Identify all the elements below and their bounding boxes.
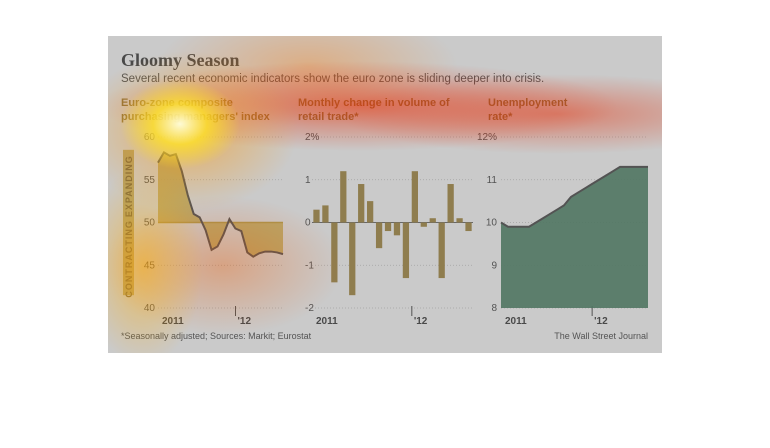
retail-bar <box>402 222 410 279</box>
retail-ytick-label: 2% <box>305 132 320 143</box>
unemp-ytick-label: 9 <box>491 260 497 271</box>
footnote: *Seasonally adjusted; Sources: Markit; E… <box>121 331 312 341</box>
unemp-xtick-label: '12 <box>594 316 608 327</box>
retail-xtick-label: 2011 <box>316 316 338 327</box>
retail-bar <box>349 222 356 296</box>
retail-bar <box>411 171 418 223</box>
unemp-ytick-label: 8 <box>491 303 497 314</box>
pmi-ytick-label: 40 <box>144 303 156 314</box>
unemp-ytick-label: 10 <box>486 218 498 229</box>
retail-bar <box>447 184 454 223</box>
retail-ytick-label: 0 <box>305 218 311 229</box>
unemp-ytick-label: 11 <box>487 175 498 186</box>
chart-canvas: Gloomy Season Several recent economic in… <box>121 50 648 341</box>
pmi-ytick-label: 45 <box>144 260 156 271</box>
retail-ytick-label: -2 <box>305 303 314 314</box>
panel1-title-line2: purchasing managers' index <box>121 111 271 123</box>
unemployment-area <box>501 166 648 308</box>
retail-bar <box>322 205 329 223</box>
pmi-ytick-label: 60 <box>144 132 156 143</box>
pmi-ytick-label: 50 <box>144 218 156 229</box>
retail-ytick-label: -1 <box>305 260 314 271</box>
retail-bar <box>393 222 401 236</box>
contracting-label: CONTRACTING <box>124 220 134 298</box>
retail-bar <box>438 222 445 279</box>
chart-figure: Gloomy Season Several recent economic in… <box>108 36 662 353</box>
retail-bar <box>358 184 365 223</box>
retail-bar <box>375 222 383 249</box>
panel2-title-line1: Monthly change in volume of <box>298 97 450 109</box>
retail-bar <box>340 171 347 223</box>
retail-bar <box>456 218 463 223</box>
panel3-title-line2: rate* <box>488 111 513 123</box>
pmi-xtick-label: 2011 <box>162 316 184 327</box>
pmi-xtick-label: '12 <box>238 316 252 327</box>
retail-bar <box>367 201 374 223</box>
unemp-ytick-label: 12% <box>477 132 497 143</box>
unemp-xtick-label: 2011 <box>505 316 527 327</box>
retail-ytick-label: 1 <box>305 175 311 186</box>
retail-bar <box>429 218 436 223</box>
unemployment-panel: 8 9 10 11 12% 2011 '12 <box>477 132 648 327</box>
retail-xtick-label: '12 <box>414 316 428 327</box>
expanding-label: EXPANDING <box>124 155 134 217</box>
pmi-ytick-label: 55 <box>144 175 156 186</box>
retail-bar <box>384 222 392 232</box>
retail-bar <box>465 222 472 232</box>
credit: The Wall Street Journal <box>554 331 648 341</box>
retail-panel: -2 -1 0 1 2% 2011 '12 <box>305 132 473 327</box>
panel1-title-line1: Euro-zone composite <box>121 97 233 109</box>
panel2-title-line2: retail trade* <box>298 111 359 123</box>
chart-subtitle: Several recent economic indicators show … <box>121 73 544 85</box>
chart-title: Gloomy Season <box>121 50 240 70</box>
retail-bar <box>420 222 427 227</box>
retail-bar <box>313 209 320 223</box>
pmi-panel: 40 45 50 55 60 2011 '12 EXPANDING CONTRACTING <box>123 132 284 327</box>
retail-bar <box>331 222 338 283</box>
panel3-title-line1: Unemployment <box>488 97 568 109</box>
